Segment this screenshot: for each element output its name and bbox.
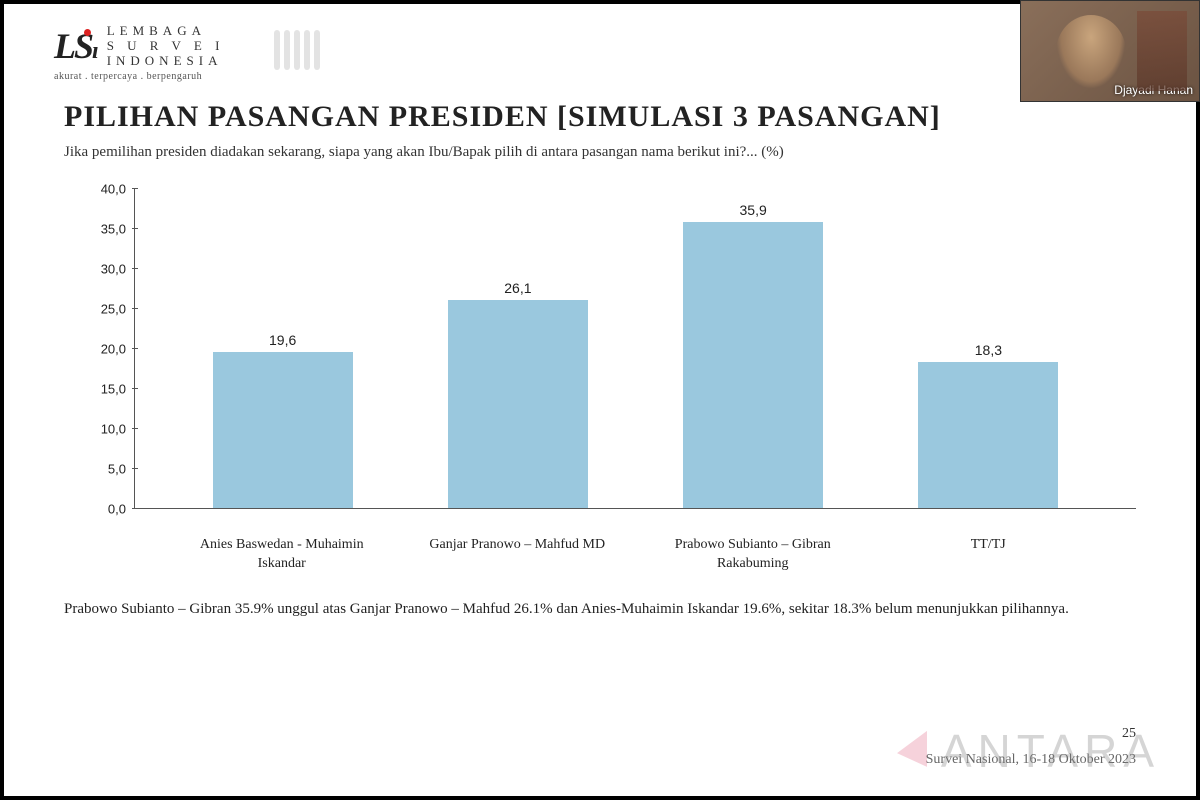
x-axis-label: Ganjar Pranowo – Mahfud MD: [417, 536, 617, 572]
bar-column: 18,3: [888, 189, 1088, 508]
page-subtitle: Jika pemilihan presiden diadakan sekaran…: [64, 144, 1146, 161]
y-tick-label: 35,0: [101, 221, 126, 236]
bar-value-label: 26,1: [504, 280, 531, 296]
logo-text: LEMBAGA S U R V E I INDONESIA: [107, 24, 225, 69]
bar-value-label: 18,3: [975, 342, 1002, 358]
logo-line-3: INDONESIA: [107, 54, 225, 69]
y-tick-label: 20,0: [101, 341, 126, 356]
y-tick-label: 0,0: [108, 501, 126, 516]
y-axis: 0,05,010,015,020,025,030,035,040,0: [94, 189, 134, 509]
participant-video[interactable]: Djayadi Hanan: [1020, 0, 1200, 102]
bar-chart: 0,05,010,015,020,025,030,035,040,0 19,62…: [94, 189, 1136, 529]
y-tick-label: 30,0: [101, 261, 126, 276]
watermark-triangle-icon: [897, 731, 927, 771]
bars-area: 19,6 26,1 35,9 18,3: [135, 189, 1136, 508]
page-title: PILIHAN PASANGAN PRESIDEN [SIMULASI 3 PA…: [64, 100, 1146, 134]
decorative-bars-icon: [274, 30, 320, 70]
watermark-text: ANTARA: [941, 724, 1160, 778]
bar-column: 26,1: [418, 189, 618, 508]
y-tick-label: 15,0: [101, 381, 126, 396]
logo-line-1: LEMBAGA: [107, 24, 225, 39]
slide: LSı LEMBAGA S U R V E I INDONESIA akurat…: [4, 4, 1196, 796]
bar: [918, 362, 1058, 508]
bar: [213, 352, 353, 508]
watermark: ANTARA: [897, 724, 1160, 778]
y-tick-label: 5,0: [108, 461, 126, 476]
y-tick-label: 25,0: [101, 301, 126, 316]
x-axis-labels: Anies Baswedan - Muhaimin Iskandar Ganjar…: [134, 536, 1136, 572]
bar-column: 19,6: [183, 189, 383, 508]
bar-column: 35,9: [653, 189, 853, 508]
footnote: Prabowo Subianto – Gibran 35.9% unggul a…: [64, 599, 1136, 621]
x-axis-label: Anies Baswedan - Muhaimin Iskandar: [182, 536, 382, 572]
bar: [683, 222, 823, 508]
x-axis-label: TT/TJ: [888, 536, 1088, 572]
bar: [448, 300, 588, 508]
logo-line-2: S U R V E I: [107, 39, 225, 54]
bar-value-label: 19,6: [269, 332, 296, 348]
participant-name: Djayadi Hanan: [1114, 83, 1193, 97]
logo: LSı LEMBAGA S U R V E I INDONESIA akurat…: [54, 24, 224, 82]
logo-mark: LSı: [54, 25, 97, 67]
plot-area: 19,6 26,1 35,9 18,3: [134, 189, 1136, 509]
x-axis-label: Prabowo Subianto – Gibran Rakabuming: [653, 536, 853, 572]
y-tick-label: 40,0: [101, 181, 126, 196]
logo-tagline: akurat . terpercaya . berpengaruh: [54, 71, 224, 82]
header: LSı LEMBAGA S U R V E I INDONESIA akurat…: [54, 24, 1146, 82]
y-tick-label: 10,0: [101, 421, 126, 436]
bar-value-label: 35,9: [740, 202, 767, 218]
